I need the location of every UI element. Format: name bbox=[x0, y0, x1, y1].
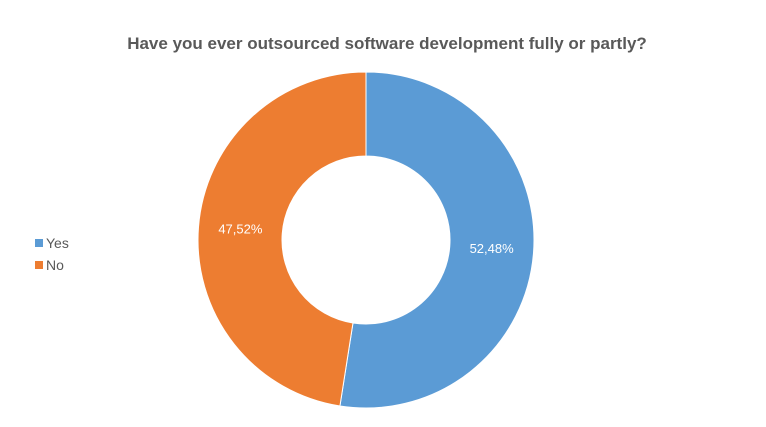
donut-slice-yes bbox=[339, 71, 535, 409]
data-label-no: 47,52% bbox=[218, 222, 263, 237]
legend-label-yes: Yes bbox=[46, 235, 69, 251]
data-label-yes: 52,48% bbox=[470, 241, 515, 256]
legend-swatch-no bbox=[35, 261, 43, 269]
legend-item-no: No bbox=[35, 254, 69, 276]
donut-slice-no bbox=[197, 71, 367, 407]
legend-label-no: No bbox=[46, 257, 64, 273]
legend: Yes No bbox=[35, 232, 69, 276]
chart-title: Have you ever outsourced software develo… bbox=[127, 34, 647, 53]
legend-item-yes: Yes bbox=[35, 232, 69, 254]
legend-swatch-yes bbox=[35, 239, 43, 247]
